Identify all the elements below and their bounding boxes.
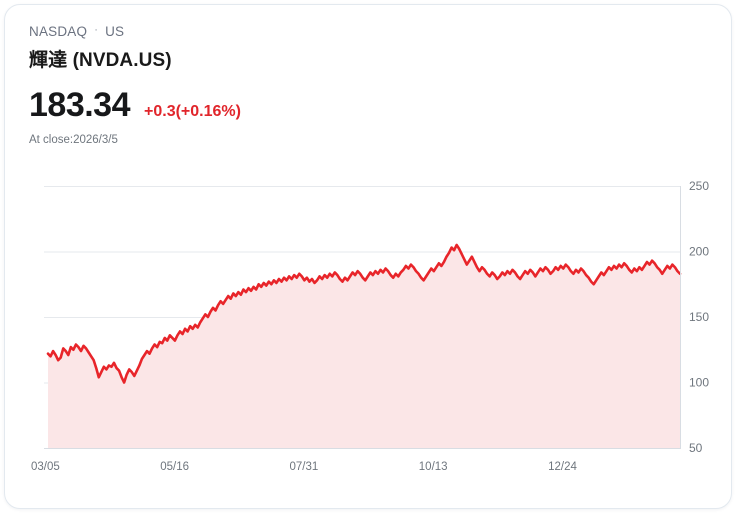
y-axis-labels: 250 200 150 100 50: [689, 179, 709, 455]
price-chart[interactable]: 250 200 150 100 50 03/05 05/16 07/31 10/13 12/24: [5, 169, 731, 479]
y-axis-tick-label: 100: [689, 376, 709, 390]
x-axis-tick-label: 07/31: [289, 461, 318, 473]
stock-quote-card: NASDAQ · US 輝達 (NVDA.US) 183.34 +0.3(+0.…: [4, 4, 732, 509]
x-axis-tick-label: 12/24: [548, 461, 577, 473]
exchange-region: US: [105, 24, 125, 39]
price-row: 183.34 +0.3(+0.16%): [29, 88, 707, 122]
x-axis-tick-label: 03/05: [31, 461, 60, 473]
x-axis-tick-label: 05/16: [160, 461, 189, 473]
y-axis-tick-label: 250: [689, 179, 709, 193]
y-axis-tick-label: 150: [689, 310, 709, 324]
exchange-name: NASDAQ: [29, 24, 88, 39]
y-axis-tick-label: 50: [689, 441, 703, 455]
quote-header: NASDAQ · US 輝達 (NVDA.US) 183.34 +0.3(+0.…: [5, 5, 731, 147]
exchange-separator: ·: [94, 24, 99, 37]
price-line: [46, 243, 682, 384]
exchange-line: NASDAQ · US: [29, 25, 707, 39]
x-axis-labels: 03/05 05/16 07/31 10/13 12/24: [31, 461, 577, 473]
y-axis-tick-label: 200: [689, 245, 709, 259]
page-title: 輝達 (NVDA.US): [29, 49, 172, 71]
x-axis-tick-label: 10/13: [419, 461, 448, 473]
price-value: 183.34: [29, 86, 131, 125]
price-change: +0.3(+0.16%): [144, 103, 241, 121]
market-status-note: At close:2026/3/5: [29, 134, 118, 147]
price-area-fill: [48, 244, 680, 448]
price-chart-svg: 250 200 150 100 50 03/05 05/16 07/31 10/13 12/24: [31, 179, 709, 473]
